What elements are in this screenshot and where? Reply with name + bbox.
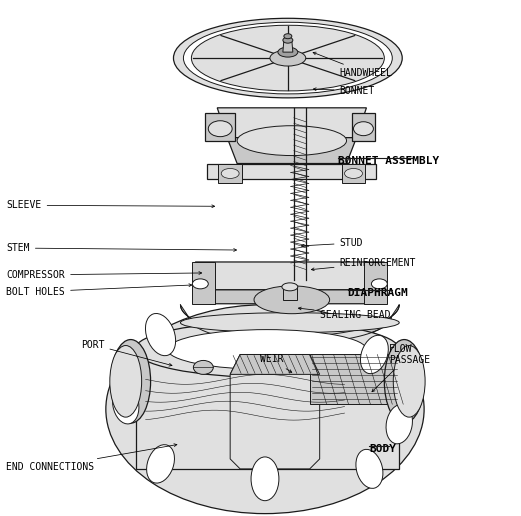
Ellipse shape	[278, 47, 298, 57]
Ellipse shape	[191, 25, 384, 91]
Text: FLOW
PASSAGE: FLOW PASSAGE	[372, 344, 430, 392]
Ellipse shape	[344, 169, 363, 179]
Ellipse shape	[111, 340, 151, 423]
Polygon shape	[364, 262, 387, 304]
Ellipse shape	[251, 457, 279, 501]
Ellipse shape	[284, 34, 292, 39]
Polygon shape	[342, 164, 365, 183]
Ellipse shape	[145, 314, 176, 356]
Ellipse shape	[208, 121, 232, 137]
Polygon shape	[283, 40, 293, 52]
Polygon shape	[217, 108, 366, 138]
Ellipse shape	[110, 346, 142, 417]
Text: DIAPHRAGM: DIAPHRAGM	[348, 288, 408, 298]
Text: REINFORCEMENT: REINFORCEMENT	[312, 258, 416, 271]
Polygon shape	[207, 164, 376, 180]
Polygon shape	[227, 138, 356, 164]
Polygon shape	[205, 290, 375, 304]
Polygon shape	[205, 113, 235, 141]
Text: BODY: BODY	[369, 444, 396, 454]
Ellipse shape	[192, 279, 208, 289]
Text: STUD: STUD	[302, 238, 363, 248]
Polygon shape	[135, 349, 399, 469]
Polygon shape	[352, 113, 375, 141]
Text: STEM: STEM	[6, 243, 237, 253]
Ellipse shape	[282, 283, 298, 291]
Ellipse shape	[283, 37, 293, 43]
Ellipse shape	[386, 405, 413, 444]
Ellipse shape	[237, 126, 346, 155]
Polygon shape	[230, 354, 320, 469]
Ellipse shape	[173, 18, 402, 98]
Ellipse shape	[356, 449, 383, 488]
Ellipse shape	[113, 384, 139, 424]
Polygon shape	[195, 262, 384, 290]
Polygon shape	[192, 262, 215, 304]
Text: BONNET ASSEMBLY: BONNET ASSEMBLY	[338, 155, 439, 166]
Ellipse shape	[106, 305, 424, 513]
Ellipse shape	[270, 50, 306, 66]
Ellipse shape	[384, 340, 424, 423]
Ellipse shape	[361, 335, 388, 374]
Polygon shape	[309, 354, 399, 404]
Ellipse shape	[254, 286, 330, 314]
Ellipse shape	[371, 279, 387, 289]
Text: END CONNECTIONS: END CONNECTIONS	[6, 444, 177, 472]
Text: SEALING BEAD: SEALING BEAD	[299, 307, 390, 320]
Polygon shape	[230, 354, 320, 375]
Text: SLEEVE: SLEEVE	[6, 200, 215, 211]
Ellipse shape	[183, 22, 392, 94]
Ellipse shape	[393, 346, 425, 417]
Text: BOLT HOLES: BOLT HOLES	[6, 284, 192, 297]
Text: HANDWHEEL: HANDWHEEL	[313, 52, 392, 78]
Text: BONNET: BONNET	[313, 86, 375, 96]
Polygon shape	[218, 164, 242, 183]
Text: COMPRESSOR: COMPRESSOR	[6, 270, 202, 280]
Polygon shape	[180, 305, 399, 344]
Ellipse shape	[353, 122, 374, 136]
Text: PORT: PORT	[81, 340, 172, 366]
Ellipse shape	[146, 445, 175, 483]
Text: WEIR: WEIR	[260, 354, 292, 373]
Ellipse shape	[168, 330, 366, 369]
Ellipse shape	[180, 313, 399, 333]
Ellipse shape	[221, 169, 239, 179]
Polygon shape	[283, 287, 297, 300]
Ellipse shape	[135, 321, 399, 377]
Ellipse shape	[193, 361, 213, 375]
